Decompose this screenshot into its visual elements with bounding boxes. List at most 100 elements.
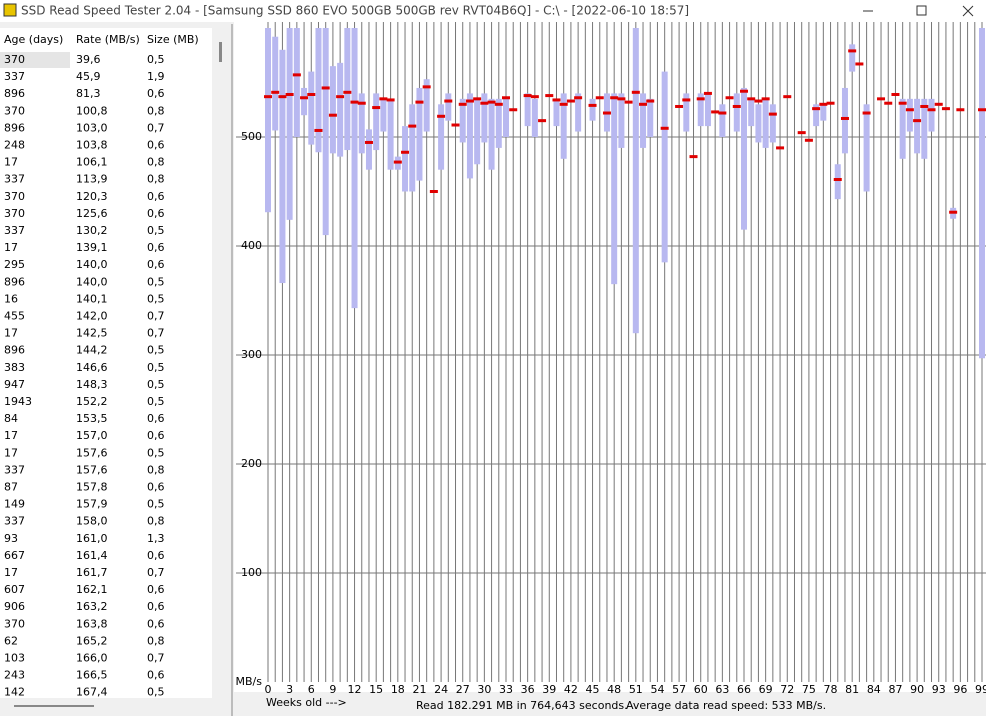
range-bar <box>293 28 300 137</box>
table-cell: 39,6 <box>76 53 101 66</box>
table-cell: 0,6 <box>147 549 165 562</box>
median-mark <box>393 160 402 164</box>
table-cell: 157,6 <box>76 463 108 476</box>
table-cell: 62 <box>4 634 18 647</box>
range-bar <box>849 44 856 72</box>
table-cell: 370 <box>4 53 25 66</box>
range-bar <box>589 98 596 121</box>
table-cell: 455 <box>4 310 25 323</box>
median-mark <box>292 73 301 77</box>
table-cell: 166,5 <box>76 669 108 682</box>
table-cell: 0,6 <box>147 258 165 271</box>
range-bar <box>640 93 647 148</box>
median-mark <box>703 91 712 95</box>
range-bar <box>733 93 740 132</box>
median-mark <box>588 103 597 107</box>
table-cell: 157,6 <box>76 446 108 459</box>
table-cell: 140,0 <box>76 258 108 271</box>
window-title: SSD Read Speed Tester 2.04 - [Samsung SS… <box>21 4 689 18</box>
range-bar <box>560 93 567 159</box>
table-cell: 896 <box>4 121 25 134</box>
table-cell: 0,5 <box>147 361 165 374</box>
range-bar <box>322 28 329 236</box>
median-mark <box>682 98 691 102</box>
median-mark <box>718 111 727 115</box>
maximize-button[interactable] <box>916 5 927 16</box>
median-mark <box>328 113 337 117</box>
table-cell: 0,6 <box>147 412 165 425</box>
median-mark <box>350 100 359 104</box>
x-tick-label: 84 <box>867 683 881 696</box>
table-cell: 142,5 <box>76 327 108 340</box>
median-mark <box>675 104 684 108</box>
range-bar <box>466 93 473 179</box>
median-mark <box>941 107 950 111</box>
x-tick-label: 42 <box>564 683 578 696</box>
table-cell: 103,8 <box>76 139 108 152</box>
table-cell: 0,8 <box>147 173 165 186</box>
close-button[interactable] <box>962 5 974 17</box>
range-bar <box>769 104 776 143</box>
table-cell: 17 <box>4 241 18 254</box>
median-mark <box>415 100 424 104</box>
table-cell: 93 <box>4 532 18 545</box>
table-cell: 0,7 <box>147 310 165 323</box>
range-bar <box>365 129 372 170</box>
median-mark <box>278 95 287 99</box>
x-tick-label: 39 <box>542 683 556 696</box>
table-cell: 370 <box>4 104 25 117</box>
median-mark <box>689 155 698 159</box>
range-bar <box>863 104 870 192</box>
range-bar <box>344 28 351 151</box>
median-mark <box>804 138 813 142</box>
table-cell: 0,6 <box>147 583 165 596</box>
range-bar <box>524 93 531 127</box>
median-mark <box>559 102 568 106</box>
range-bar <box>697 93 704 127</box>
table-cell: 113,9 <box>76 173 108 186</box>
table-cell: 17 <box>4 429 18 442</box>
range-bar <box>315 28 322 153</box>
x-tick-label: 36 <box>521 683 535 696</box>
column-header: Size (MB) <box>147 33 199 46</box>
range-bar <box>531 98 538 137</box>
x-tick-label: 60 <box>694 683 708 696</box>
range-bar <box>979 28 985 359</box>
table-cell: 153,5 <box>76 412 108 425</box>
median-mark <box>566 99 575 103</box>
median-mark <box>364 140 373 144</box>
range-bar <box>841 87 848 154</box>
table-cell: 1943 <box>4 395 32 408</box>
x-tick-label: 57 <box>672 683 686 696</box>
y-tick-label: 500 <box>241 130 262 143</box>
vertical-scrollbar[interactable] <box>219 42 222 62</box>
median-mark <box>595 96 604 100</box>
range-bar <box>373 93 380 151</box>
median-mark <box>776 146 785 150</box>
range-bar <box>661 71 668 263</box>
median-mark <box>624 100 633 104</box>
table-cell: 0,6 <box>147 190 165 203</box>
table-cell: 167,4 <box>76 686 108 699</box>
range-bar <box>402 126 409 192</box>
x-tick-label: 30 <box>477 683 491 696</box>
table-cell: 383 <box>4 361 25 374</box>
table-cell: 0,5 <box>147 344 165 357</box>
range-bar <box>423 79 430 132</box>
table-cell: 0,6 <box>147 600 165 613</box>
table-cell: 370 <box>4 207 25 220</box>
table-cell: 146,6 <box>76 361 108 374</box>
table-cell: 0,8 <box>147 104 165 117</box>
median-mark <box>473 97 482 101</box>
x-axis-label: Weeks old ---> <box>266 696 347 709</box>
median-mark <box>740 89 748 93</box>
table-cell: 0,7 <box>147 327 165 340</box>
median-mark <box>545 94 554 98</box>
selected-cell[interactable] <box>0 52 70 68</box>
median-mark <box>285 92 294 96</box>
table-cell: 84 <box>4 412 18 425</box>
range-bar <box>474 98 481 165</box>
table-cell: 158,0 <box>76 515 108 528</box>
horizontal-scrollbar[interactable] <box>14 705 94 707</box>
